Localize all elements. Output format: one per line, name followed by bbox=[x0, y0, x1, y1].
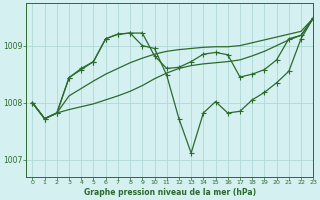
X-axis label: Graphe pression niveau de la mer (hPa): Graphe pression niveau de la mer (hPa) bbox=[84, 188, 256, 197]
